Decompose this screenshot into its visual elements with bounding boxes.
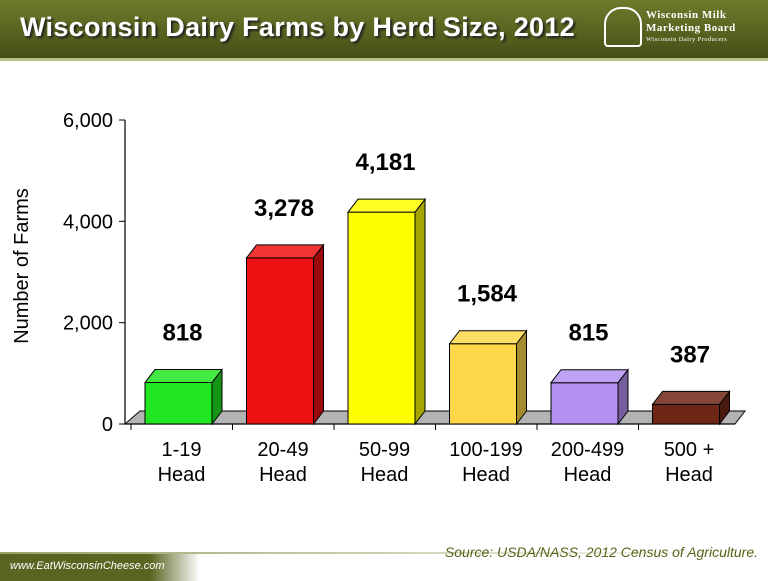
data-label: 818 xyxy=(162,320,202,347)
wisconsin-map-icon xyxy=(604,7,642,47)
y-tick-label: 0 xyxy=(102,414,113,436)
x-tick-label: Head xyxy=(665,464,713,486)
data-label: 4,181 xyxy=(355,149,415,176)
page-title: Wisconsin Dairy Farms by Herd Size, 2012 xyxy=(20,12,575,42)
bar-top xyxy=(143,369,224,384)
bar-top xyxy=(549,369,630,384)
x-tick-label: Head xyxy=(259,464,307,486)
y-axis-label: Number of Farms xyxy=(11,188,33,344)
data-label: 815 xyxy=(568,320,608,347)
bar-front xyxy=(449,343,517,425)
x-tick-label: 20-49 xyxy=(257,439,308,461)
y-tick-label: 2,000 xyxy=(63,313,113,335)
y-tick-label: 4,000 xyxy=(63,211,113,233)
x-tick-label: 100-199 xyxy=(449,439,522,461)
data-label: 1,584 xyxy=(457,281,518,308)
bar-chart: 0 2,000 4,000 6,000 Number of Farms 818 1-19 He… xyxy=(11,110,747,486)
data-label: 3,278 xyxy=(254,195,314,222)
bar-side xyxy=(313,243,324,426)
bar-side xyxy=(414,197,426,426)
x-tick-label: Head xyxy=(564,464,612,486)
bar-top xyxy=(651,390,731,405)
x-tick-label: Head xyxy=(462,464,510,486)
website-link[interactable]: www.EatWisconsinCheese.com xyxy=(10,560,165,572)
y-tick-label: 6,000 xyxy=(63,110,113,132)
logo-text-line3: Wisconsin Dairy Producers xyxy=(646,36,728,43)
bar-front xyxy=(246,257,314,425)
x-tick-label: 50-99 xyxy=(359,439,410,461)
bar-top xyxy=(448,330,528,345)
x-tick-label: 1-19 xyxy=(161,439,201,461)
bar-top xyxy=(346,198,427,213)
bar-top xyxy=(245,244,325,259)
source-note: Source: USDA/NASS, 2012 Census of Agricu… xyxy=(444,544,758,560)
data-label: 387 xyxy=(670,341,710,368)
bar-front xyxy=(144,382,213,425)
footer-band xyxy=(0,554,200,581)
footer-rule xyxy=(0,552,768,554)
x-tick-label: Head xyxy=(361,464,409,486)
bar-side xyxy=(516,329,527,426)
x-tick-label: 200-499 xyxy=(551,439,624,461)
logo-text-line1: Wisconsin Milk xyxy=(646,9,727,21)
bar-front xyxy=(347,211,416,425)
bar-front xyxy=(652,403,720,425)
logo: Wisconsin Milk Marketing Board Wisconsin… xyxy=(604,5,754,49)
logo-text-line2: Marketing Board xyxy=(646,22,736,34)
x-tick-label: Head xyxy=(158,464,206,486)
bar-front xyxy=(550,382,619,425)
x-tick-label: 500 + xyxy=(664,439,715,461)
